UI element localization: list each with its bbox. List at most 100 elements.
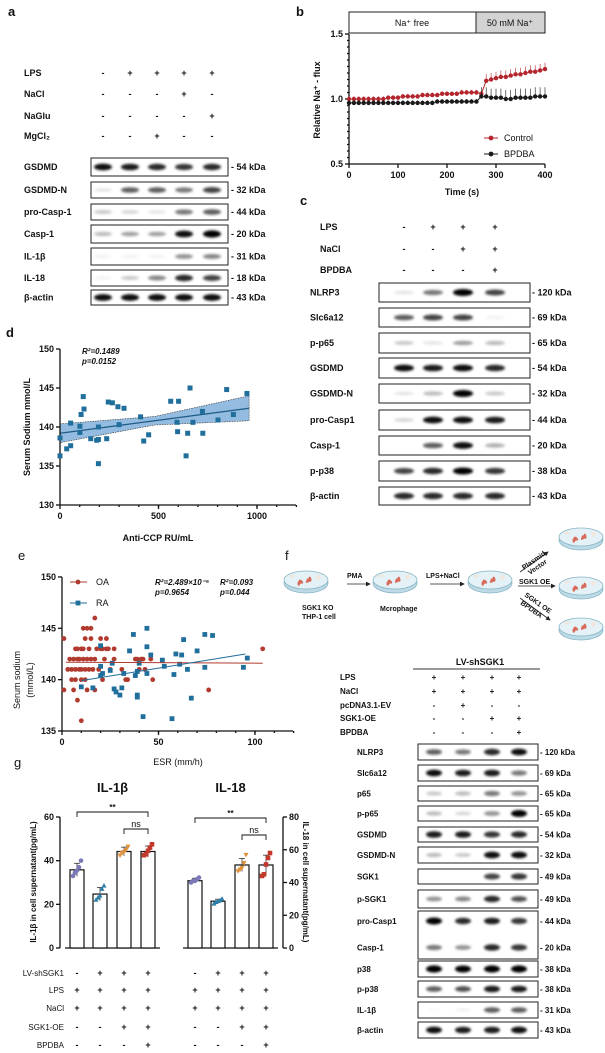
- treatment-sign: +: [517, 728, 522, 737]
- blot-band: [426, 965, 442, 973]
- treatment-sign: +: [517, 687, 522, 696]
- data-point: [244, 390, 250, 396]
- blot-box: [417, 785, 539, 802]
- bar: [234, 864, 250, 949]
- blot-band: [203, 187, 221, 193]
- cell: [473, 574, 479, 578]
- blot-band: [426, 811, 442, 816]
- treatment-sign: +: [215, 968, 220, 978]
- blot-band: [121, 231, 139, 237]
- stat-r2: R²=2.489×10⁻⁵: [155, 578, 209, 587]
- blot-band: [511, 944, 527, 951]
- treatment-sign: +: [145, 1040, 150, 1050]
- bar: [92, 893, 108, 949]
- blot-band: [485, 467, 505, 475]
- protein-label: p65: [357, 790, 371, 799]
- data-point-oa: [78, 718, 84, 724]
- blot-band: [148, 210, 166, 214]
- data-point: [430, 100, 435, 106]
- data-point-oa: [150, 677, 156, 683]
- data-point: [239, 865, 245, 871]
- blot-band: [426, 944, 442, 951]
- blot-band: [453, 340, 473, 346]
- blot-band: [485, 443, 505, 448]
- data-point-ra: [98, 643, 103, 649]
- data-point-ra: [179, 652, 185, 658]
- data-point-oa: [119, 666, 125, 672]
- blot-box: [417, 846, 539, 864]
- panel-label-f: f: [285, 548, 289, 563]
- blot-band: [511, 1007, 527, 1013]
- data-point: [115, 404, 121, 410]
- blot-band: [121, 210, 139, 214]
- treatment-sign: +: [263, 1022, 268, 1032]
- treatment-label: BPDBA: [340, 728, 369, 737]
- blot-band: [203, 230, 221, 238]
- treatment-label: NaCl: [320, 244, 341, 254]
- data-point-ra: [181, 637, 186, 642]
- stat-p: p=0.9654: [154, 588, 190, 597]
- treatment-sign: +: [192, 985, 197, 995]
- blot-band: [511, 1026, 527, 1034]
- blot-band: [94, 163, 112, 171]
- protein-label: NLRP3: [357, 748, 384, 757]
- protein-label: β-actin: [24, 293, 54, 303]
- blot-box: [417, 960, 539, 978]
- data-point-ra: [131, 632, 136, 637]
- treatment-label: LPS: [340, 673, 356, 682]
- blot-band: [453, 314, 473, 321]
- data-point: [498, 95, 504, 100]
- data-point-ra: [107, 668, 113, 673]
- blot-band: [455, 769, 471, 777]
- data-point-oa: [111, 656, 117, 662]
- data-point-ra: [159, 657, 165, 663]
- dish-rim: [283, 570, 329, 590]
- y-tick-label: 140: [39, 422, 54, 432]
- cell: [580, 625, 586, 630]
- data-point-oa: [69, 677, 75, 683]
- cell: [572, 586, 576, 592]
- data-point-oa: [125, 677, 131, 683]
- kda-label: - 65 kDa: [540, 810, 571, 819]
- data-point-oa: [88, 656, 94, 662]
- dish-rim: [558, 617, 604, 637]
- blot-band: [94, 294, 112, 301]
- data-point-ra: [202, 664, 208, 670]
- data-point-ra: [111, 686, 117, 692]
- blot-band: [423, 341, 443, 345]
- blot-box: [417, 868, 539, 885]
- blot-band: [394, 364, 414, 372]
- data-point: [80, 394, 86, 400]
- blot-band: [455, 1008, 471, 1012]
- blot-band: [394, 418, 414, 422]
- data-point: [141, 438, 147, 444]
- data-point: [241, 861, 247, 866]
- step-label: PMA: [347, 573, 363, 580]
- cell: [572, 627, 576, 633]
- data-point: [484, 78, 489, 84]
- treatment-label: NaCl: [24, 89, 45, 99]
- stat-p: p=0.044: [219, 588, 250, 597]
- treatment-sign: -: [491, 701, 494, 710]
- cell: [580, 584, 586, 589]
- blot-band: [455, 965, 471, 973]
- start-cell-label: THP-1 cell: [302, 614, 336, 621]
- data-point: [390, 100, 396, 106]
- treatment-sign: -: [99, 1040, 102, 1050]
- treatment-sign: -: [129, 111, 132, 121]
- blot-band: [423, 416, 443, 424]
- kda-label: - 38 kDa: [532, 466, 568, 476]
- x-tick-label: 0: [346, 170, 351, 180]
- cell: [564, 531, 570, 535]
- treatment-sign: -: [403, 265, 406, 275]
- blot-band: [484, 811, 500, 816]
- data-point: [346, 96, 352, 102]
- treatment-sign: +: [517, 673, 522, 682]
- treatment-sign: +: [263, 1040, 268, 1050]
- data-point: [376, 96, 381, 102]
- blot-band: [94, 276, 112, 280]
- data-point-ra: [98, 663, 103, 669]
- dish-vector: [558, 527, 604, 551]
